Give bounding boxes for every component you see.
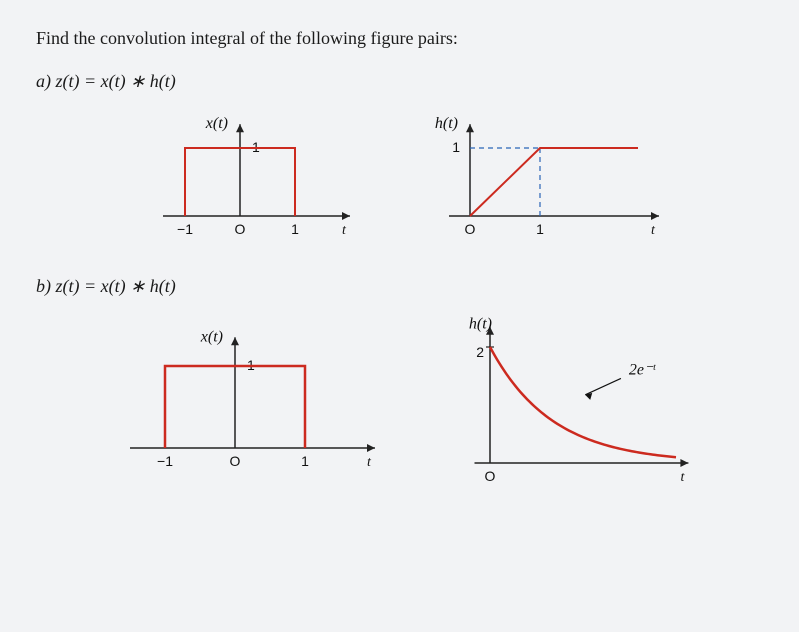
svg-text:1: 1 <box>301 453 309 469</box>
part-b-figures: −1O11x(t)t O2h(t)t2e⁻ᵗ <box>36 313 763 493</box>
svg-text:x(t): x(t) <box>199 328 222 345</box>
svg-text:t: t <box>367 455 372 470</box>
svg-text:−1: −1 <box>157 453 173 469</box>
part-a-label: a) z(t) = x(t) ∗ h(t) <box>36 71 763 92</box>
svg-text:t: t <box>651 223 656 238</box>
plot-a-x: −1O11x(t)t <box>130 108 360 248</box>
svg-text:O: O <box>484 468 495 484</box>
svg-text:1: 1 <box>291 221 299 237</box>
part-b-label: b) z(t) = x(t) ∗ h(t) <box>36 276 763 297</box>
svg-text:x(t): x(t) <box>204 115 227 132</box>
svg-text:O: O <box>229 453 240 469</box>
svg-text:t: t <box>680 470 685 485</box>
svg-text:1: 1 <box>452 139 460 155</box>
part-a-figures: −1 O 1 1 x(t) t O 1 1 h(t) t <box>36 108 763 248</box>
svg-text:h(t): h(t) <box>434 115 457 132</box>
plot-b-h: O 2 h(t) t 2e⁻ᵗ <box>440 313 700 493</box>
plot-a-h: O 1 1 h(t) t <box>420 108 670 248</box>
problem-intro: Find the convolution integral of the fol… <box>36 28 763 49</box>
svg-text:O: O <box>464 221 475 237</box>
svg-text:1: 1 <box>536 221 544 237</box>
svg-text:O: O <box>234 221 245 237</box>
svg-text:h(t): h(t) <box>468 316 491 333</box>
plot-b-x: −1O11x(t)t <box>100 318 380 488</box>
svg-text:−1: −1 <box>177 221 193 237</box>
svg-text:2: 2 <box>476 344 484 360</box>
svg-text:t: t <box>342 223 347 238</box>
svg-text:2e⁻ᵗ: 2e⁻ᵗ <box>628 361 656 378</box>
